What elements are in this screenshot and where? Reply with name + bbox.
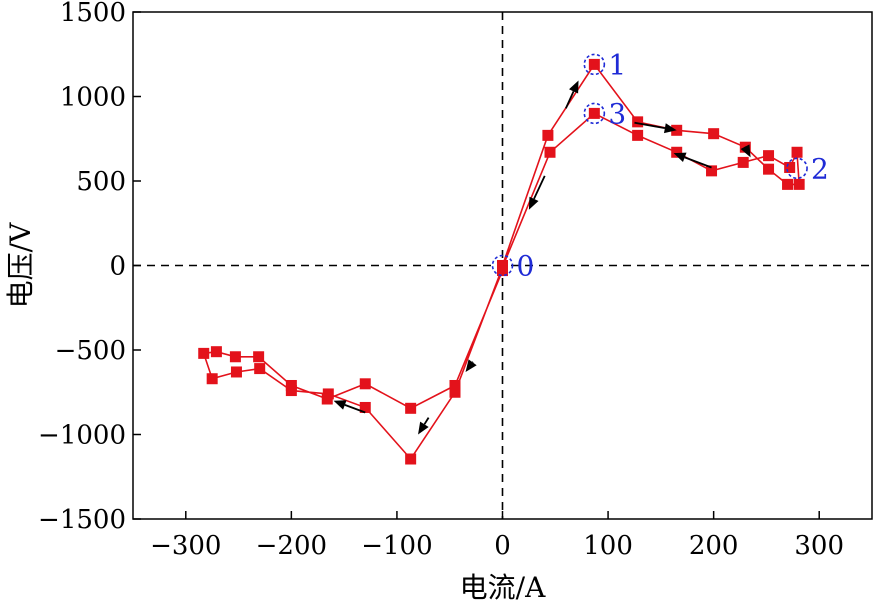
data-point xyxy=(359,401,371,413)
point-annotation: 3 xyxy=(583,97,626,130)
y-tick-label: −500 xyxy=(55,336,126,366)
data-point xyxy=(405,402,417,414)
data-point xyxy=(230,366,242,378)
data-point xyxy=(588,58,600,70)
data-point xyxy=(793,178,805,190)
x-tick-label: 200 xyxy=(689,531,739,561)
y-tick-label: −1000 xyxy=(38,421,126,451)
y-axis-ticks: −1500 −1000 −500 0 500 1000 1500 xyxy=(38,0,141,535)
data-point xyxy=(632,129,644,141)
annotation-circle xyxy=(491,254,514,277)
direction-arrow xyxy=(673,152,712,169)
data-point xyxy=(542,129,554,141)
x-tick-label: 100 xyxy=(583,531,633,561)
annotation-circle xyxy=(786,157,808,180)
direction-arrow xyxy=(418,417,430,435)
point-annotation: 1 xyxy=(583,48,626,81)
annotation-label: 3 xyxy=(608,97,626,130)
direction-arrow xyxy=(528,175,546,210)
data-point xyxy=(706,165,718,177)
data-point xyxy=(632,116,644,128)
annotation-label: 0 xyxy=(517,250,535,283)
data-point xyxy=(254,363,266,375)
data-point xyxy=(285,379,297,391)
x-tick-label: −300 xyxy=(150,531,221,561)
y-axis-title: 电压/V xyxy=(4,222,37,308)
y-tick-label: 1000 xyxy=(60,83,126,113)
x-tick-label: −100 xyxy=(361,531,432,561)
direction-arrow xyxy=(565,80,579,109)
data-point xyxy=(253,351,265,363)
data-point xyxy=(210,346,222,358)
annotation-label: 2 xyxy=(811,152,829,185)
data-point xyxy=(321,393,333,405)
data-point xyxy=(708,128,720,140)
data-point xyxy=(198,347,210,359)
series-points xyxy=(198,58,805,465)
direction-arrow xyxy=(333,400,366,414)
data-point xyxy=(763,150,775,162)
data-point xyxy=(791,146,803,158)
point-annotation: 2 xyxy=(786,152,829,185)
data-point xyxy=(737,156,749,168)
direction-arrows xyxy=(333,80,751,435)
annotation-label: 1 xyxy=(608,48,626,81)
data-point xyxy=(359,378,371,390)
annotation-circle xyxy=(583,102,606,125)
data-point xyxy=(588,107,600,119)
data-point xyxy=(449,386,461,398)
direction-arrow xyxy=(634,121,677,134)
x-axis-ticks: −300 −200 −100 0 100 200 300 xyxy=(150,511,844,561)
data-point xyxy=(763,163,775,175)
data-point xyxy=(405,453,417,465)
annotation-circle xyxy=(583,53,606,76)
data-point xyxy=(784,161,796,173)
data-point xyxy=(497,265,508,277)
point-annotations: 0 1 2 3 xyxy=(491,48,829,283)
y-tick-label: −1500 xyxy=(38,505,126,535)
y-tick-label: 0 xyxy=(109,252,126,282)
y-tick-label: 500 xyxy=(76,167,126,197)
data-point xyxy=(544,146,556,158)
direction-arrow xyxy=(740,144,751,158)
data-point xyxy=(229,351,241,363)
direction-arrow xyxy=(465,359,477,372)
x-tick-label: −200 xyxy=(256,531,327,561)
y-tick-label: 1500 xyxy=(60,0,126,28)
x-tick-label: 300 xyxy=(794,531,844,561)
x-tick-label: 0 xyxy=(494,531,511,561)
x-axis-title: 电流/A xyxy=(460,571,546,604)
plot-area: −300 −200 −100 0 100 200 300 −1500−1000−500050… xyxy=(38,0,873,561)
data-point xyxy=(671,146,683,158)
data-point xyxy=(449,379,461,391)
data-point xyxy=(782,178,794,190)
data-point xyxy=(206,373,218,385)
point-annotation: 0 xyxy=(491,250,535,283)
